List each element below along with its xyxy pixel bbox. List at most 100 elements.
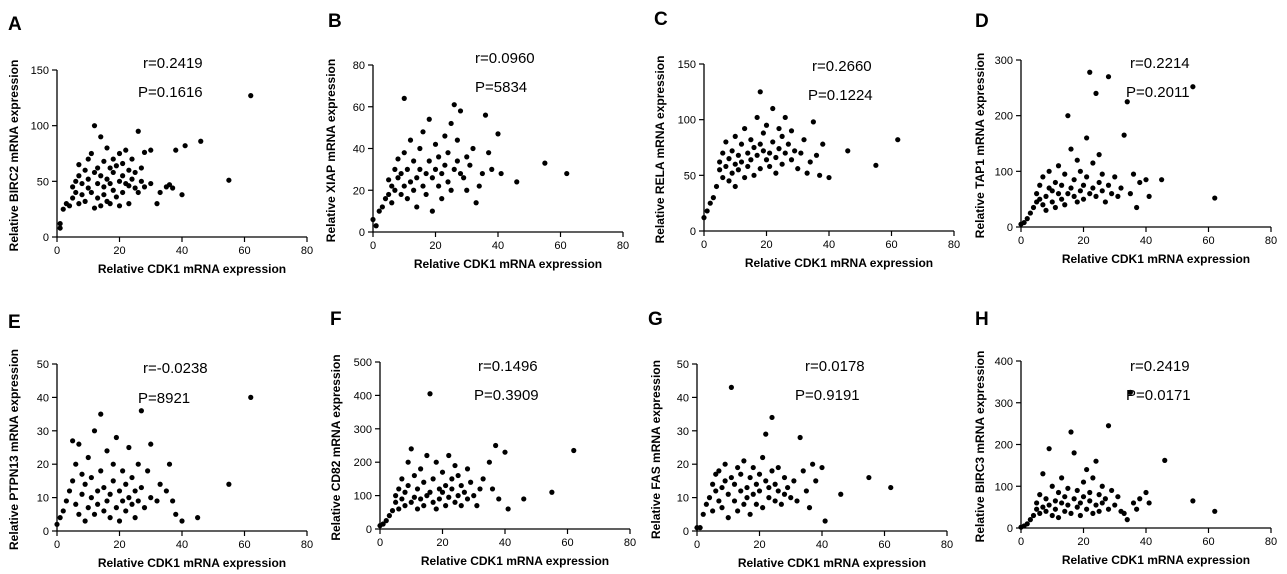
y-tick-label: 0 bbox=[43, 526, 49, 538]
data-point bbox=[470, 145, 476, 152]
data-point bbox=[1037, 492, 1043, 498]
data-point bbox=[370, 216, 376, 223]
data-point bbox=[776, 125, 782, 132]
data-point bbox=[1080, 182, 1087, 188]
panel-letter: H bbox=[975, 309, 989, 330]
data-point bbox=[732, 183, 738, 190]
data-point bbox=[1068, 185, 1074, 191]
data-point bbox=[439, 196, 445, 202]
data-point bbox=[760, 454, 766, 461]
data-point bbox=[82, 518, 88, 524]
y-tick-label: 20 bbox=[37, 459, 49, 471]
data-point bbox=[101, 158, 107, 164]
data-point bbox=[116, 203, 123, 209]
data-point bbox=[741, 458, 747, 464]
data-point bbox=[421, 479, 427, 485]
data-point bbox=[91, 428, 98, 434]
data-point bbox=[1093, 458, 1099, 464]
data-point bbox=[782, 114, 788, 121]
data-point bbox=[729, 148, 735, 154]
data-point bbox=[82, 481, 88, 487]
data-point bbox=[1052, 498, 1058, 504]
panel-letter: F bbox=[330, 309, 342, 330]
data-point bbox=[113, 505, 119, 511]
data-point bbox=[1105, 506, 1112, 512]
data-point bbox=[110, 169, 116, 176]
r-value: r=0.2660 bbox=[812, 58, 872, 75]
y-tick-label: 10 bbox=[37, 493, 49, 505]
data-point bbox=[1212, 508, 1218, 514]
data-point bbox=[742, 174, 748, 181]
data-point bbox=[1068, 510, 1074, 516]
data-point bbox=[107, 515, 113, 521]
data-point bbox=[173, 511, 179, 517]
x-tick-label: 80 bbox=[301, 245, 313, 257]
data-point bbox=[738, 159, 745, 165]
data-point bbox=[107, 180, 113, 187]
data-point bbox=[411, 472, 417, 479]
data-point bbox=[101, 184, 107, 190]
data-point bbox=[395, 175, 401, 181]
data-point bbox=[482, 112, 489, 118]
x-tick-label: 20 bbox=[753, 539, 765, 551]
data-point bbox=[486, 150, 492, 156]
data-point bbox=[411, 158, 417, 164]
data-point bbox=[411, 187, 417, 193]
data-point bbox=[820, 141, 826, 147]
data-point bbox=[60, 206, 66, 212]
x-tick-label: 20 bbox=[1077, 235, 1089, 247]
data-point bbox=[474, 503, 480, 509]
x-tick-label: 80 bbox=[941, 539, 953, 551]
data-point bbox=[116, 150, 123, 157]
data-point bbox=[719, 505, 725, 511]
data-point bbox=[810, 461, 816, 467]
data-point bbox=[810, 119, 816, 125]
data-point bbox=[442, 162, 448, 168]
data-point bbox=[76, 511, 82, 517]
data-point bbox=[480, 476, 486, 482]
data-point bbox=[1093, 502, 1099, 508]
data-point bbox=[1052, 506, 1058, 512]
x-axis-title: Relative CDK1 mRNA expression bbox=[1062, 252, 1250, 266]
data-point bbox=[467, 162, 473, 168]
data-point bbox=[401, 183, 407, 189]
data-point bbox=[476, 183, 482, 189]
data-point bbox=[747, 511, 753, 517]
data-point bbox=[1024, 521, 1030, 527]
data-point bbox=[766, 484, 772, 491]
data-point bbox=[745, 163, 751, 170]
data-point bbox=[248, 394, 254, 400]
data-point bbox=[1162, 457, 1168, 463]
data-point bbox=[731, 498, 738, 504]
data-point bbox=[449, 486, 455, 492]
data-point bbox=[132, 488, 138, 494]
x-tick-label: 0 bbox=[54, 245, 60, 257]
data-point bbox=[804, 170, 810, 176]
data-point bbox=[729, 170, 735, 176]
p-value: P=0.0171 bbox=[1126, 387, 1191, 404]
data-point bbox=[779, 133, 785, 139]
data-point bbox=[486, 459, 492, 465]
data-point bbox=[449, 476, 455, 482]
data-point bbox=[726, 156, 732, 162]
data-point bbox=[88, 495, 94, 501]
data-point bbox=[179, 192, 185, 198]
data-point bbox=[392, 166, 398, 172]
data-point bbox=[722, 478, 728, 484]
data-point bbox=[414, 175, 420, 181]
data-point bbox=[421, 503, 427, 509]
data-point bbox=[468, 479, 474, 485]
data-point bbox=[735, 152, 741, 158]
data-point bbox=[1087, 498, 1093, 504]
y-tick-label: 100 bbox=[995, 481, 1013, 493]
data-point bbox=[95, 501, 101, 507]
data-point bbox=[120, 173, 126, 179]
data-point bbox=[401, 150, 407, 156]
data-point bbox=[1037, 196, 1043, 202]
data-point bbox=[866, 474, 872, 481]
data-point bbox=[123, 147, 129, 153]
data-point bbox=[735, 508, 741, 514]
data-point bbox=[1068, 146, 1074, 152]
data-point bbox=[91, 169, 98, 176]
data-point bbox=[226, 177, 232, 183]
